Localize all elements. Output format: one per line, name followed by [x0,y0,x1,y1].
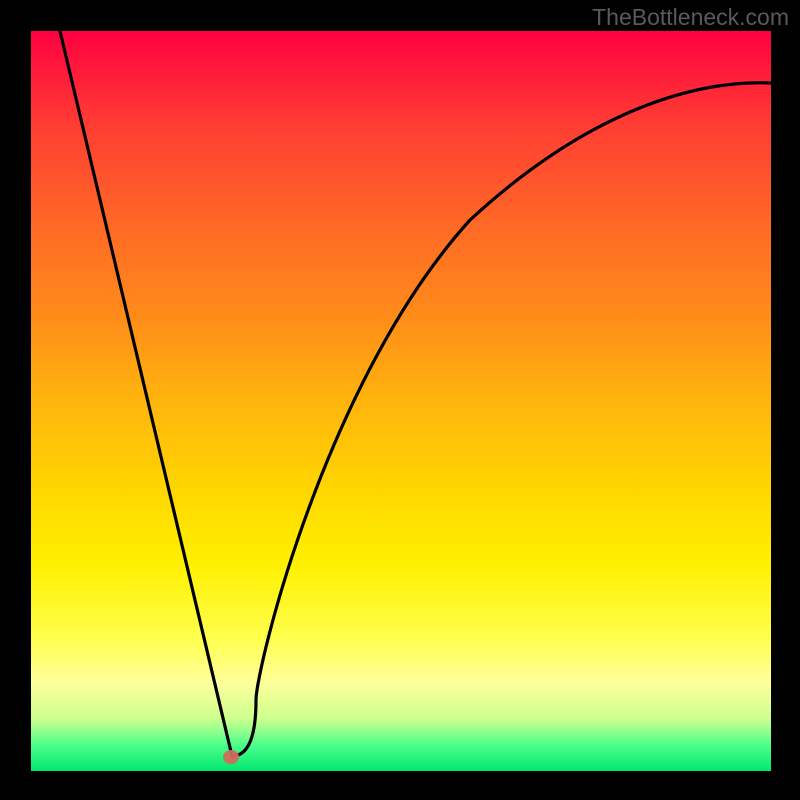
minimum-point-marker [223,750,239,764]
watermark-label: TheBottleneck.com [592,4,789,31]
chart-stage: TheBottleneck.com [0,0,800,800]
bottleneck-chart-svg [0,0,800,800]
plot-gradient-background [31,31,771,771]
